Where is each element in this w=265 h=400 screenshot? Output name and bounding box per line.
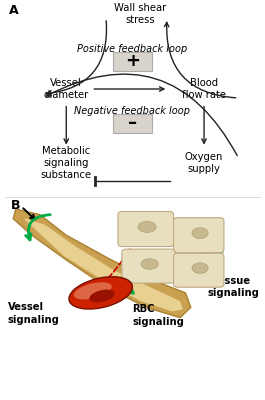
Text: A: A	[9, 4, 19, 17]
FancyBboxPatch shape	[118, 212, 174, 246]
FancyBboxPatch shape	[174, 253, 224, 287]
Text: Metabolic
signaling
substance: Metabolic signaling substance	[41, 146, 92, 180]
Text: Vessel
diameter: Vessel diameter	[44, 78, 89, 100]
Text: –: –	[128, 114, 137, 132]
Text: Wall shear
stress: Wall shear stress	[114, 3, 167, 25]
FancyBboxPatch shape	[122, 249, 175, 283]
Ellipse shape	[138, 222, 156, 232]
Ellipse shape	[89, 290, 115, 302]
Text: +: +	[125, 52, 140, 70]
Text: Oxygen
supply: Oxygen supply	[185, 152, 223, 174]
Ellipse shape	[141, 259, 158, 269]
Polygon shape	[13, 208, 191, 318]
Polygon shape	[24, 219, 183, 312]
Ellipse shape	[192, 228, 208, 239]
Ellipse shape	[74, 282, 112, 300]
Text: B: B	[11, 199, 20, 212]
FancyBboxPatch shape	[174, 218, 224, 253]
Text: Positive feedback loop: Positive feedback loop	[77, 44, 188, 54]
Text: Negative feedback loop: Negative feedback loop	[74, 106, 191, 116]
FancyBboxPatch shape	[113, 114, 152, 133]
FancyBboxPatch shape	[113, 52, 152, 71]
Text: RBC
signaling: RBC signaling	[132, 304, 184, 327]
Ellipse shape	[192, 263, 208, 274]
Ellipse shape	[69, 277, 132, 309]
Text: Tissue
signaling: Tissue signaling	[207, 276, 259, 298]
Text: Vessel
signaling: Vessel signaling	[8, 302, 60, 325]
Text: Blood
flow rate: Blood flow rate	[182, 78, 226, 100]
